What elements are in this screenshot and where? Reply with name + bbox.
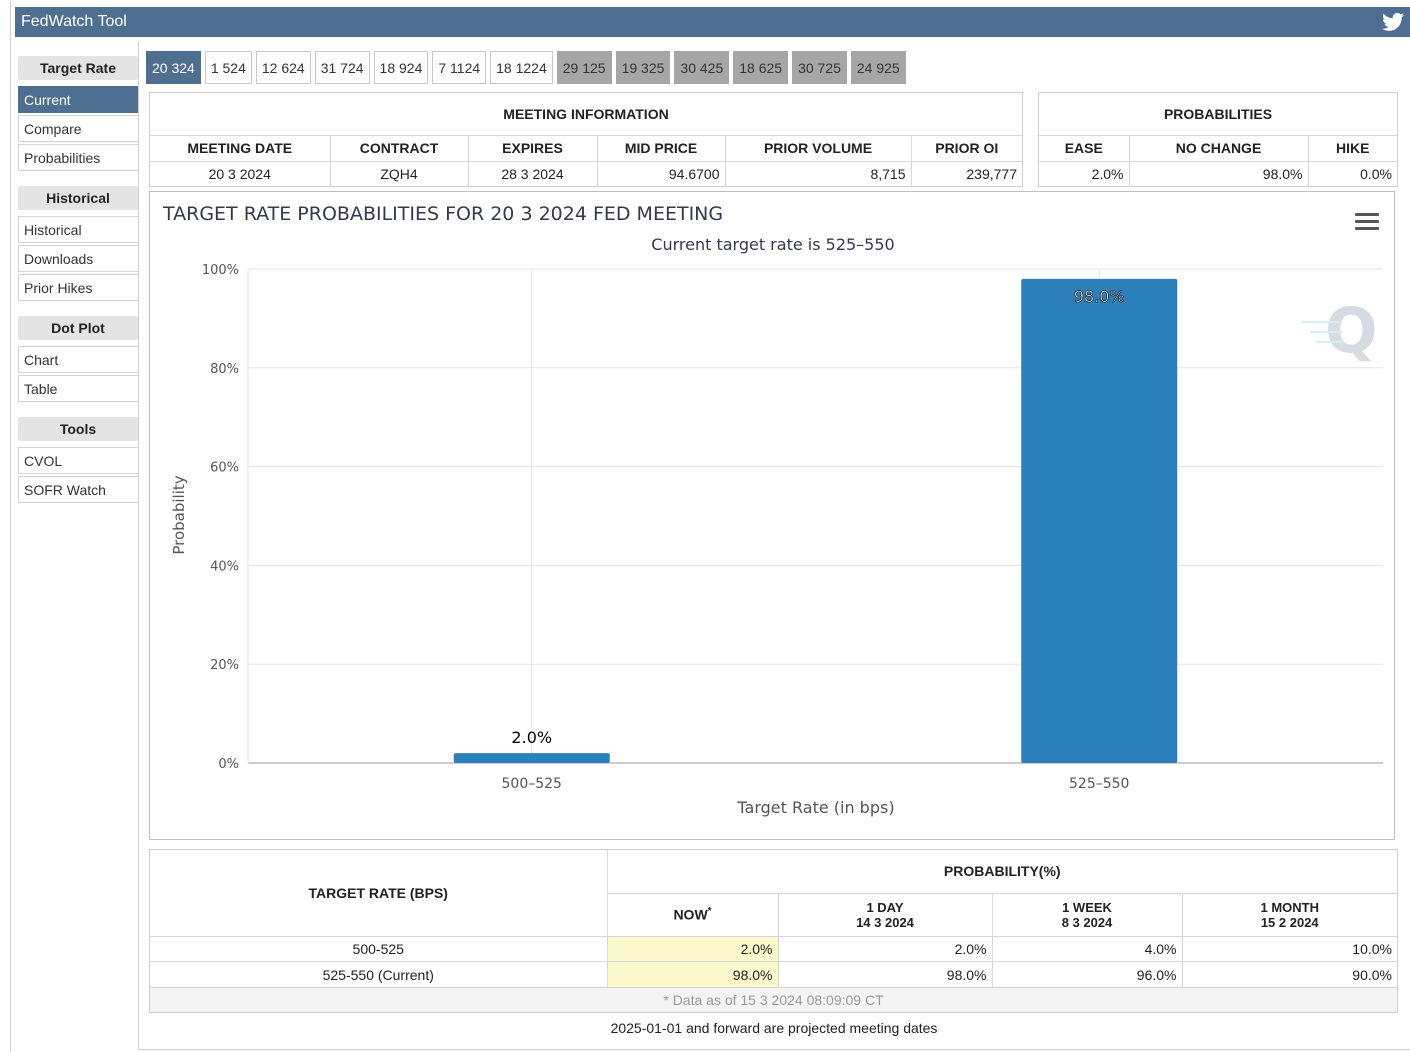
tab-meeting-projected[interactable]: 29 125 (556, 51, 612, 84)
one-week-column-header: 1 WEEK 8 3 2024 (991, 892, 1183, 937)
prior-volume-value: 8,715 (724, 160, 912, 187)
month-cell: 90.0% (1181, 961, 1397, 988)
one-day-column-header: 1 DAY 14 3 2024 (777, 892, 993, 937)
sidebar-item-cvol[interactable]: CVOL (18, 447, 138, 474)
table-row: 525-550 (Current) 98.0% 98.0% 96.0% 90.0… (150, 961, 1397, 988)
bar[interactable] (1021, 278, 1178, 763)
column-header: EXPIRES (467, 134, 598, 162)
tab-meeting-projected[interactable]: 18 625 (733, 51, 789, 84)
sidebar-item-sofr-watch[interactable]: SOFR Watch (18, 476, 138, 503)
y-tick-label: 0% (218, 757, 239, 772)
day-cell: 98.0% (777, 961, 993, 988)
y-tick-label: 60% (210, 461, 239, 476)
week-cell: 4.0% (991, 935, 1183, 963)
tab-meeting[interactable]: 12 624 (255, 51, 311, 84)
rate-cell: 500-525 (150, 935, 608, 963)
data-label: 2.0% (511, 728, 552, 747)
projected-dates-footnote: 2025-01-01 and forward are projected mee… (610, 1020, 938, 1036)
y-tick-label: 100% (202, 263, 239, 278)
tab-meeting[interactable]: 18 1224 (490, 51, 553, 84)
app-titlebar: FedWatch Tool (15, 7, 1410, 37)
column-header: MEETING DATE (150, 134, 331, 162)
meeting-tabs: 20 324 1 524 12 624 31 724 18 924 7 1124… (146, 51, 906, 84)
sidebar-item-historical[interactable]: Historical (18, 216, 138, 243)
probabilities-heading: PROBABILITIES (1039, 93, 1397, 136)
y-axis-label: Probability (170, 475, 188, 554)
sidebar-heading-dot-plot: Dot Plot (18, 316, 138, 340)
content-area (138, 42, 1410, 1050)
sidebar-item-probabilities[interactable]: Probabilities (18, 144, 138, 171)
y-tick-label: 40% (210, 559, 239, 574)
expires-value: 28 3 2024 (467, 160, 598, 187)
tab-meeting[interactable]: 31 724 (314, 51, 370, 84)
column-header: HIKE (1307, 134, 1397, 162)
sidebar-item-prior-hikes[interactable]: Prior Hikes (18, 274, 138, 301)
meeting-info-heading: MEETING INFORMATION (150, 93, 1022, 136)
column-header: MID PRICE (596, 134, 726, 162)
tab-meeting[interactable]: 1 524 (204, 51, 252, 84)
prior-oi-value: 239,777 (910, 160, 1022, 187)
x-tick-label: 500–525 (502, 776, 562, 792)
x-tick-label: 525–550 (1069, 776, 1129, 792)
sidebar-item-chart[interactable]: Chart (18, 346, 138, 373)
hike-value: 0.0% (1307, 160, 1397, 187)
probability-heading: PROBABILITY(%) (606, 850, 1397, 894)
no-change-value: 98.0% (1128, 160, 1309, 187)
data-as-of-note: * Data as of 15 3 2024 08:09:09 CT (150, 987, 1397, 1012)
one-month-column-header: 1 MONTH 15 2 2024 (1181, 892, 1397, 937)
rate-cell: 525-550 (Current) (150, 961, 608, 988)
bar[interactable] (453, 753, 610, 763)
tab-meeting-projected[interactable]: 24 925 (850, 51, 906, 84)
column-header: PRIOR OI (910, 134, 1022, 162)
week-cell: 96.0% (991, 961, 1183, 988)
chart-subtitle: Current target rate is 525–550 (651, 235, 894, 254)
y-tick-label: 80% (210, 362, 239, 377)
tab-meeting-projected[interactable]: 19 325 (615, 51, 671, 84)
tab-meeting-projected[interactable]: 30 425 (674, 51, 730, 84)
sidebar: Target Rate Current Compare Probabilitie… (18, 56, 138, 505)
app-frame (10, 0, 1410, 1052)
sidebar-item-downloads[interactable]: Downloads (18, 245, 138, 272)
sidebar-item-current[interactable]: Current (18, 86, 138, 113)
sidebar-heading-target-rate: Target Rate (18, 56, 138, 80)
twitter-icon[interactable] (1382, 12, 1404, 32)
tab-meeting[interactable]: 20 324 (146, 51, 201, 84)
day-cell: 2.0% (777, 935, 993, 963)
chart-title: TARGET RATE PROBABILITIES FOR 20 3 2024 … (162, 203, 723, 225)
cme-q-logo-icon: Q (1302, 294, 1378, 367)
probabilities-panel: PROBABILITIES EASE NO CHANGE HIKE 2.0% 9… (1038, 92, 1398, 187)
app-title: FedWatch Tool (21, 13, 127, 30)
meeting-date-value: 20 3 2024 (150, 160, 331, 187)
contract-value: ZQH4 (329, 160, 469, 187)
target-rate-heading: TARGET RATE (BPS) (150, 850, 608, 937)
data-label: 98.0% (1074, 287, 1125, 306)
now-cell: 98.0% (606, 961, 779, 988)
sidebar-item-compare[interactable]: Compare (18, 115, 138, 142)
mid-price-value: 94.6700 (596, 160, 726, 187)
column-header: NO CHANGE (1128, 134, 1309, 162)
ease-value: 2.0% (1039, 160, 1130, 187)
column-header: CONTRACT (329, 134, 469, 162)
table-row: 500-525 2.0% 2.0% 4.0% 10.0% (150, 935, 1397, 963)
chart-panel (149, 191, 1395, 840)
tab-meeting[interactable]: 18 924 (373, 51, 429, 84)
column-header: PRIOR VOLUME (724, 134, 912, 162)
svg-text:Q: Q (1325, 294, 1378, 367)
tab-meeting[interactable]: 7 1124 (432, 51, 487, 84)
y-tick-label: 20% (210, 658, 239, 673)
tab-meeting-projected[interactable]: 30 725 (792, 51, 847, 84)
x-axis-label: Target Rate (in bps) (736, 798, 894, 817)
sidebar-heading-tools: Tools (18, 417, 138, 441)
now-column-header: NOW* (606, 892, 779, 937)
sidebar-heading-historical: Historical (18, 186, 138, 210)
sidebar-item-table[interactable]: Table (18, 375, 138, 402)
meeting-info-panel: MEETING INFORMATION MEETING DATE CONTRAC… (149, 92, 1023, 187)
now-cell: 2.0% (606, 935, 779, 963)
probability-chart: TARGET RATE PROBABILITIES FOR 20 3 2024 … (162, 203, 1383, 817)
probability-history-panel: TARGET RATE (BPS) PROBABILITY(%) NOW* 1 … (149, 849, 1398, 1013)
month-cell: 10.0% (1181, 935, 1397, 963)
column-header: EASE (1039, 134, 1130, 162)
chart-menu-icon[interactable] (1355, 213, 1379, 233)
